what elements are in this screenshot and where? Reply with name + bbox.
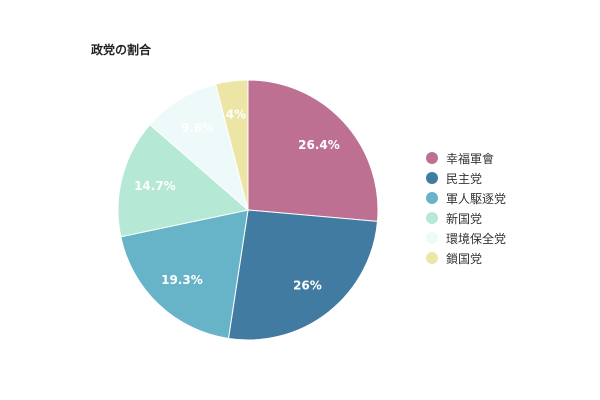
slice-value-label: 26% bbox=[293, 279, 322, 293]
legend-item[interactable]: 幸福軍會 bbox=[426, 148, 506, 168]
legend-swatch bbox=[426, 152, 438, 164]
legend-item[interactable]: 軍人駆逐党 bbox=[426, 188, 506, 208]
pie-slice bbox=[117, 123, 250, 238]
chart-title: 政党の割合 bbox=[91, 43, 152, 57]
legend-label: 民主党 bbox=[446, 171, 483, 186]
legend-swatch bbox=[426, 232, 438, 244]
legend-label: 鎖国党 bbox=[446, 251, 483, 266]
slice-value-label: 9.6% bbox=[181, 121, 214, 135]
slice-value-label: 19.3% bbox=[161, 273, 203, 287]
slice-value-label: 14.7% bbox=[134, 179, 176, 193]
legend-item[interactable]: 新国党 bbox=[426, 208, 506, 228]
legend-swatch bbox=[426, 252, 438, 264]
legend-swatch bbox=[426, 172, 438, 184]
legend: 幸福軍會民主党軍人駆逐党新国党環境保全党鎖国党 bbox=[426, 148, 506, 268]
pie-slice bbox=[247, 79, 379, 222]
legend-label: 軍人駆逐党 bbox=[446, 191, 507, 206]
pie-slice bbox=[215, 79, 249, 211]
legend-item[interactable]: 環境保全党 bbox=[426, 228, 506, 248]
legend-label: 環境保全党 bbox=[446, 231, 507, 246]
pie-slice bbox=[227, 209, 379, 341]
legend-item[interactable]: 民主党 bbox=[426, 168, 506, 188]
legend-item[interactable]: 鎖国党 bbox=[426, 248, 506, 268]
legend-swatch bbox=[426, 192, 438, 204]
legend-label: 新国党 bbox=[446, 211, 483, 226]
legend-swatch bbox=[426, 212, 438, 224]
slice-value-label: 4% bbox=[226, 108, 246, 122]
legend-label: 幸福軍會 bbox=[446, 151, 495, 166]
pie-slice bbox=[120, 209, 249, 340]
slice-value-label: 26.4% bbox=[298, 138, 340, 152]
